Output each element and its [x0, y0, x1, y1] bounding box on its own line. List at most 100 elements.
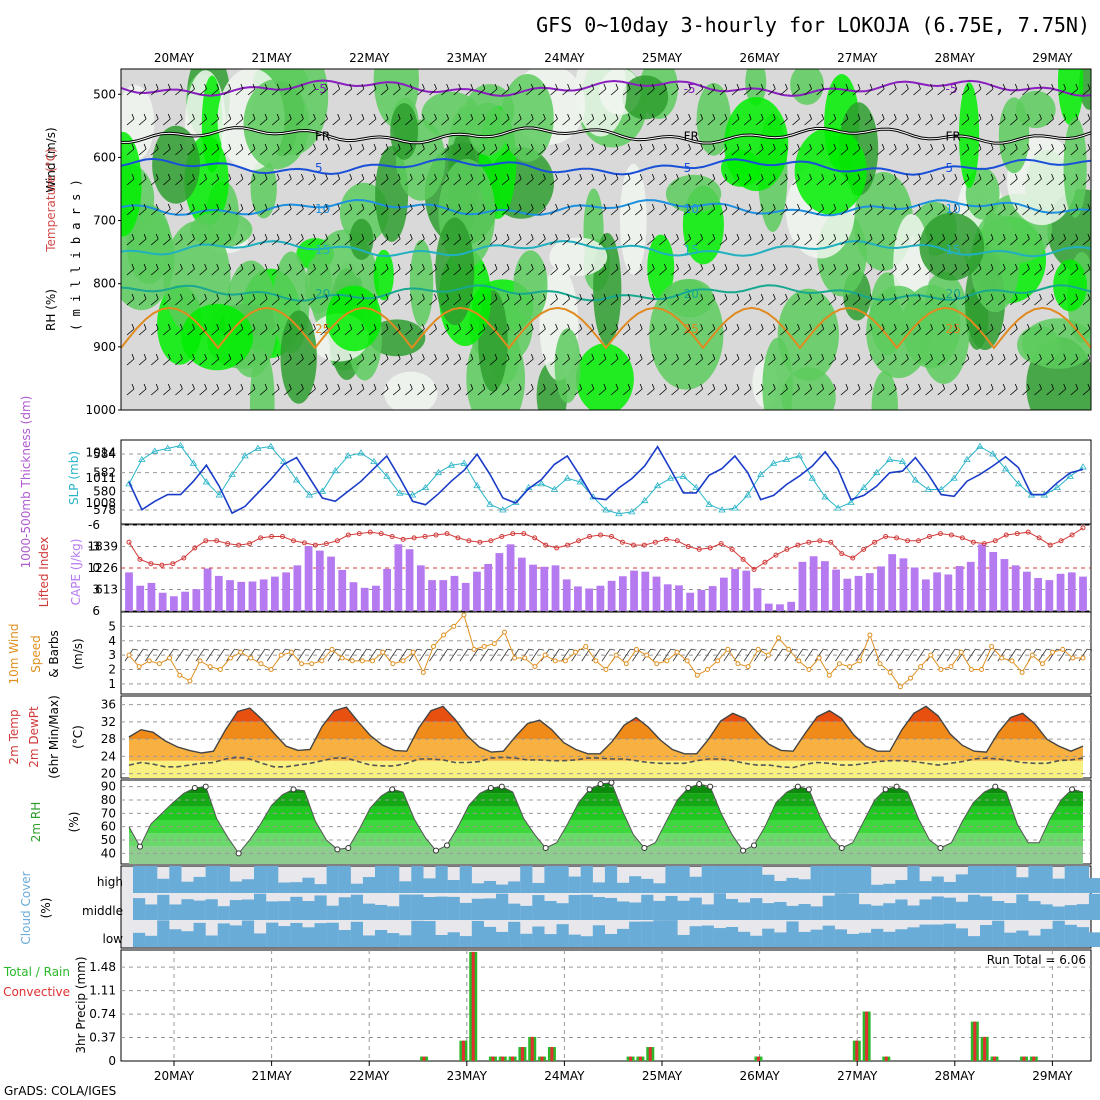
wind-barb	[780, 143, 788, 156]
wind10-point	[603, 667, 609, 673]
wind-barb	[852, 383, 861, 396]
wind-barb	[562, 353, 570, 366]
wind-barb	[235, 173, 244, 186]
wind-barb	[889, 113, 897, 126]
wind-barb	[175, 323, 183, 336]
wind-barb	[1046, 323, 1054, 336]
cape-bar	[652, 576, 661, 611]
cloud-cell	[241, 920, 255, 947]
cloud-row-high: high	[97, 875, 123, 889]
wind-barb	[1022, 233, 1030, 246]
wind-barb	[465, 203, 474, 216]
cloud-cell	[907, 866, 920, 893]
wind-barb	[465, 83, 474, 96]
wind10-point	[847, 664, 853, 670]
lifted-index-point	[367, 529, 373, 535]
wind-barb	[634, 83, 643, 96]
cloud-cell	[1064, 905, 1077, 920]
wind-barb	[634, 383, 643, 396]
wind-barb	[477, 353, 486, 366]
wind-barb	[901, 263, 909, 276]
cloud-cell	[387, 866, 400, 893]
wind-barb	[441, 113, 449, 126]
wind-barb	[961, 293, 970, 306]
wind-barb	[175, 263, 183, 276]
wind-barb	[598, 353, 607, 366]
wind-barb	[574, 233, 583, 246]
wind-barb	[574, 353, 583, 366]
lifted-index-point	[872, 539, 878, 545]
wind-barb	[150, 173, 159, 186]
wind-barb	[477, 143, 486, 156]
wind-barb	[610, 203, 619, 216]
lifted-index-point	[806, 539, 812, 545]
wind-barb	[719, 173, 728, 186]
wind-barb	[973, 143, 982, 156]
wind-barb	[271, 233, 280, 246]
wind-barb	[1070, 233, 1079, 246]
wind-barb	[647, 83, 655, 96]
rh-cell	[958, 82, 980, 189]
cape-bar	[955, 566, 964, 611]
wind-barb	[405, 113, 413, 126]
wind-barb	[259, 293, 268, 306]
thickness-line	[128, 445, 1084, 515]
wind-barb	[271, 383, 280, 396]
ylabel-precip: 3hr Precip (mm)	[74, 956, 88, 1053]
wind-barb	[356, 83, 365, 96]
wind-barb	[296, 233, 304, 246]
wind-barb	[1082, 173, 1091, 186]
lifted-index-point	[773, 552, 779, 558]
temp-line	[128, 705, 1084, 755]
thickness-point	[731, 504, 739, 511]
wind10-frame	[120, 611, 1092, 695]
wind10-barb	[753, 648, 768, 662]
wind-barb	[985, 233, 994, 246]
wind-barb	[647, 173, 655, 186]
cloud-cell	[653, 920, 666, 947]
wind-barb	[864, 383, 873, 396]
wind-barb	[550, 263, 558, 276]
wind10-barb	[216, 648, 230, 662]
rh-cell	[1057, 69, 1084, 126]
wind-barb	[344, 353, 353, 366]
wind-barb	[308, 143, 316, 156]
wind-barb	[247, 233, 256, 246]
wind-barb	[1082, 383, 1091, 396]
wind-barb	[876, 83, 885, 96]
wind-barb	[1058, 83, 1067, 96]
wind10-point	[694, 672, 700, 678]
wind-barb	[308, 263, 316, 276]
rh-point	[751, 842, 758, 849]
lifted-index-point	[1025, 529, 1031, 535]
precip-conv-bar	[884, 1056, 888, 1061]
cloud-cell	[483, 926, 497, 947]
wind-barb	[465, 383, 474, 396]
wind-barb	[138, 383, 147, 396]
wind-barb	[150, 113, 159, 126]
wind10-barb	[530, 648, 545, 662]
wind-barb	[550, 323, 558, 336]
wind-barb	[610, 83, 619, 96]
cloud-cell	[544, 900, 557, 920]
wind10-barb	[977, 648, 991, 662]
wind-barb	[368, 323, 377, 336]
thickness-tick: 584	[93, 447, 116, 461]
wind-barb	[695, 263, 704, 276]
wind-barb	[913, 293, 921, 306]
wind10-barb	[967, 648, 981, 662]
precip-conv-bar	[992, 1056, 996, 1061]
cloud-cell	[568, 876, 581, 893]
cape-bar	[450, 575, 459, 611]
wind10-barb	[845, 648, 859, 662]
thickness-point	[383, 472, 391, 479]
wind-barb	[1022, 323, 1030, 336]
wind-barb	[380, 293, 389, 306]
rh-tick: 70	[101, 806, 116, 820]
date-tick-bottom: 26MAY	[739, 1069, 780, 1083]
wind10-barb	[581, 648, 595, 662]
lifted-index-point	[422, 533, 428, 539]
wind-barb	[622, 383, 631, 396]
wind-barb	[392, 383, 401, 396]
